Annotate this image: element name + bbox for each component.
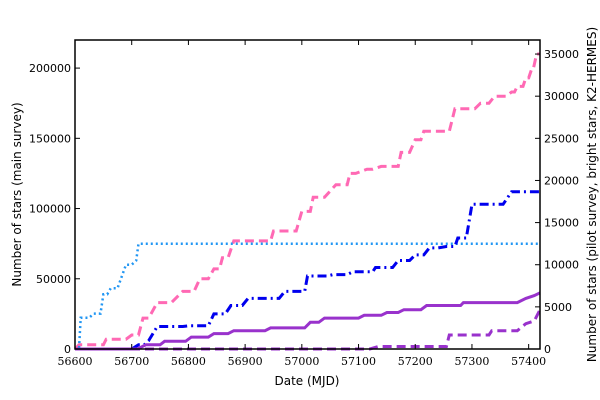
x-tick-label: 56700 — [114, 355, 149, 368]
y-axis-right: 0 5000 10000 15000 20000 25000 30000 35000 — [535, 48, 579, 356]
plot-frame — [74, 39, 541, 350]
series-line-4 — [75, 291, 541, 351]
y-tick-label-right: 0 — [544, 343, 551, 356]
y-axis-left: 0 50000 100000 150000 200000 — [29, 62, 80, 356]
y-tick-label-right: 25000 — [544, 132, 579, 145]
y-tick-label-right: 35000 — [544, 48, 579, 61]
series-line-1 — [73, 52, 540, 351]
y-tick-label-right: 30000 — [544, 90, 579, 103]
y-tick-label-left: 150000 — [29, 132, 71, 145]
y-tick-label-right: 10000 — [544, 259, 579, 272]
y-axis-title-right: Number of stars (pilot survey, bright st… — [585, 27, 599, 362]
x-tick-label: 56600 — [58, 355, 93, 368]
x-axis-title: Date (MJD) — [275, 374, 340, 388]
series-layer — [73, 52, 542, 351]
y-tick-label-left: 100000 — [29, 203, 71, 216]
x-tick-label: 57000 — [284, 355, 319, 368]
y-tick-label-right: 20000 — [544, 174, 579, 187]
x-tick-label: 57300 — [454, 355, 489, 368]
x-tick-label: 56900 — [228, 355, 263, 368]
x-tick-label: 57100 — [341, 355, 376, 368]
series-line-2 — [75, 242, 540, 351]
y-tick-label-left: 0 — [64, 343, 71, 356]
x-tick-label: 57400 — [511, 355, 546, 368]
series-line-5 — [75, 309, 542, 351]
x-tick-label: 56800 — [171, 355, 206, 368]
y-tick-label-right: 5000 — [544, 301, 572, 314]
y-tick-label-right: 15000 — [544, 217, 579, 230]
x-axis: 56600 56700 56800 56900 57000 57100 57200 57300… — [58, 40, 546, 368]
y-tick-label-left: 200000 — [29, 62, 71, 75]
x-tick-label: 57200 — [398, 355, 433, 368]
y-tick-label-left: 50000 — [36, 273, 71, 286]
series-line-3 — [75, 190, 540, 351]
y-axis-title-left: Number of stars (main survey) — [10, 102, 24, 286]
